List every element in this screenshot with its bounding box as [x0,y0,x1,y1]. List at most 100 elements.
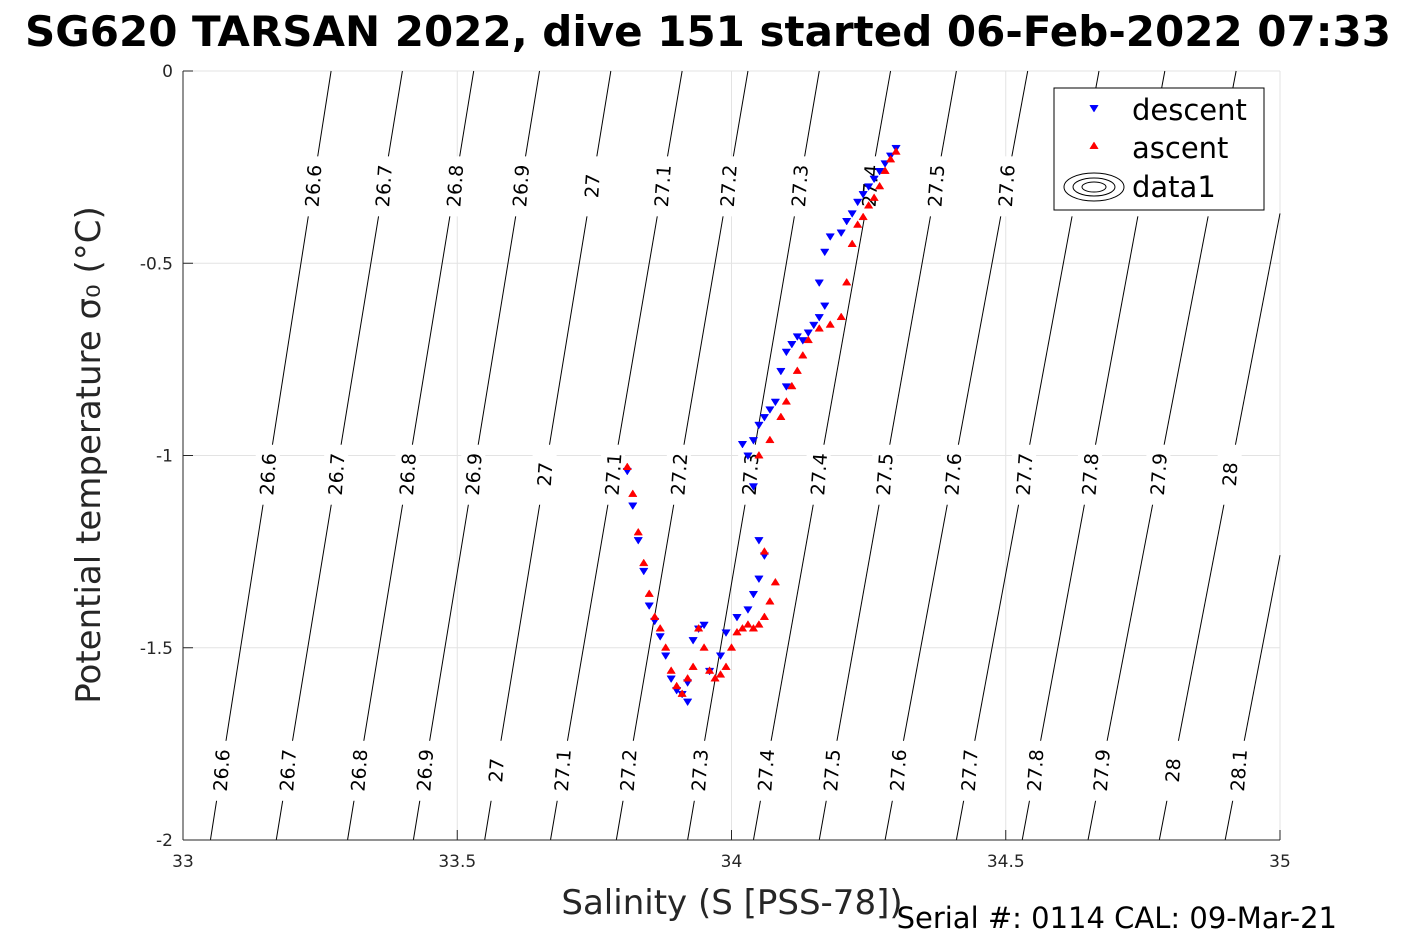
contour-label-gap [716,156,741,217]
ascent-point [765,597,775,605]
descent-point [732,614,742,622]
ascent-point [715,670,726,678]
contour-label-gap [787,156,812,217]
contour-label: 27.6 [886,748,911,792]
descent-point [820,248,830,257]
ascent-point [759,612,770,620]
contour-label-gap [346,740,371,801]
contour-label: 26.6 [256,452,281,496]
descent-point [754,575,764,584]
descent-point [754,421,764,430]
descent-point [847,210,857,218]
contour-label-gap [1217,444,1242,505]
contour-label: 27.1 [551,748,576,792]
contour-label: 27.7 [958,748,983,792]
descent-point [776,367,786,376]
x-tick-label: 33.5 [438,852,476,872]
ascent-point [874,181,885,190]
y-tick-label: -1 [156,447,173,467]
contour-label: 26.8 [443,164,468,208]
descent-point [743,452,753,461]
descent-point [869,175,879,184]
descent-point [863,183,874,191]
contour-label: 27.6 [941,452,966,496]
contour-label-gap [687,740,712,801]
contour-label-gap [666,444,691,505]
contour-label: 27.1 [651,164,676,208]
isopycnal-line [1158,213,1281,841]
y-tick-label: 0 [162,62,173,82]
x-tick-label: 34 [721,852,743,872]
contour-label-gap [275,740,300,801]
contour-label: 27.2 [617,748,642,792]
descent-point [688,637,698,645]
contour-label: 28.1 [1227,748,1252,792]
ascent-point [633,527,643,536]
contour-label: 27.8 [1024,748,1049,792]
legend-box [1053,87,1265,211]
ascent-point [853,220,863,228]
contour-label-gap [753,740,778,801]
contour-label-gap [872,444,897,505]
ascent-point [858,212,868,221]
descent-point [628,502,638,511]
descent-point [715,652,726,660]
descent-point [798,337,808,345]
contour-label: 26.9 [462,452,487,496]
contour-label: 27.3 [788,164,813,208]
contour-label-gap [923,156,948,217]
x-tick-labels: 33 33.5 34 34.5 35 [172,852,1291,872]
contour-label: 27.4 [754,748,779,792]
descent-point [759,414,770,422]
x-axis-label: Salinity (S [PSS-78]) [561,883,902,923]
contour-label-gap [412,740,437,801]
serial-cal-footer: Serial #: 0114 CAL: 09-Mar-21 [897,901,1337,935]
ascent-point [639,558,649,567]
y-tick-label: -2 [156,831,173,851]
descent-point [754,537,764,545]
contour-label-gap [371,156,396,217]
contour-label: 27.6 [995,164,1020,208]
descent-point [682,698,693,707]
descent-point [737,441,748,449]
chart-title: SG620 TARSAN 2022, dive 151 started 06-F… [25,7,1391,56]
ascent-point [672,681,682,690]
ascent-point [754,620,764,628]
contour-label: 27.5 [820,748,845,792]
ascent-point [776,412,786,420]
contour-label: 27.2 [717,164,742,208]
ascent-point [798,351,808,359]
contour-label: 27 [534,461,558,487]
ascent-point [710,673,720,682]
ascent-point [759,547,770,555]
descent-point [874,168,885,176]
descent-point [836,229,846,238]
contour-label: 27.1 [602,452,627,496]
ascent-point [688,662,698,670]
contour-label: 27.7 [1013,452,1038,496]
contour-label-gap [601,444,626,505]
descent-point [748,483,759,491]
contour-label: 27 [485,758,509,784]
descent-point [820,302,830,311]
legend-descent-marker [1089,105,1099,113]
contour-label-gap [579,156,604,217]
descent-point [781,383,791,391]
ascent-point [803,335,813,344]
ascent-point [869,193,879,201]
contour-label: 27.3 [739,452,764,496]
descent-point [748,437,759,445]
legend-label-data1: data1 [1132,170,1216,204]
contour-label-gap [324,444,349,505]
legend: descent ascent data1 [1053,87,1265,211]
ascent-point [682,673,693,682]
descent-point [858,191,868,199]
contour-label-gap [508,156,533,217]
contour-label-gap [940,444,965,505]
ascent-point [726,643,737,651]
contour-label: 27.5 [924,164,949,208]
descent-point [787,341,797,349]
contour-label: 27.9 [1090,748,1115,792]
legend-contour-icon [1072,177,1116,197]
